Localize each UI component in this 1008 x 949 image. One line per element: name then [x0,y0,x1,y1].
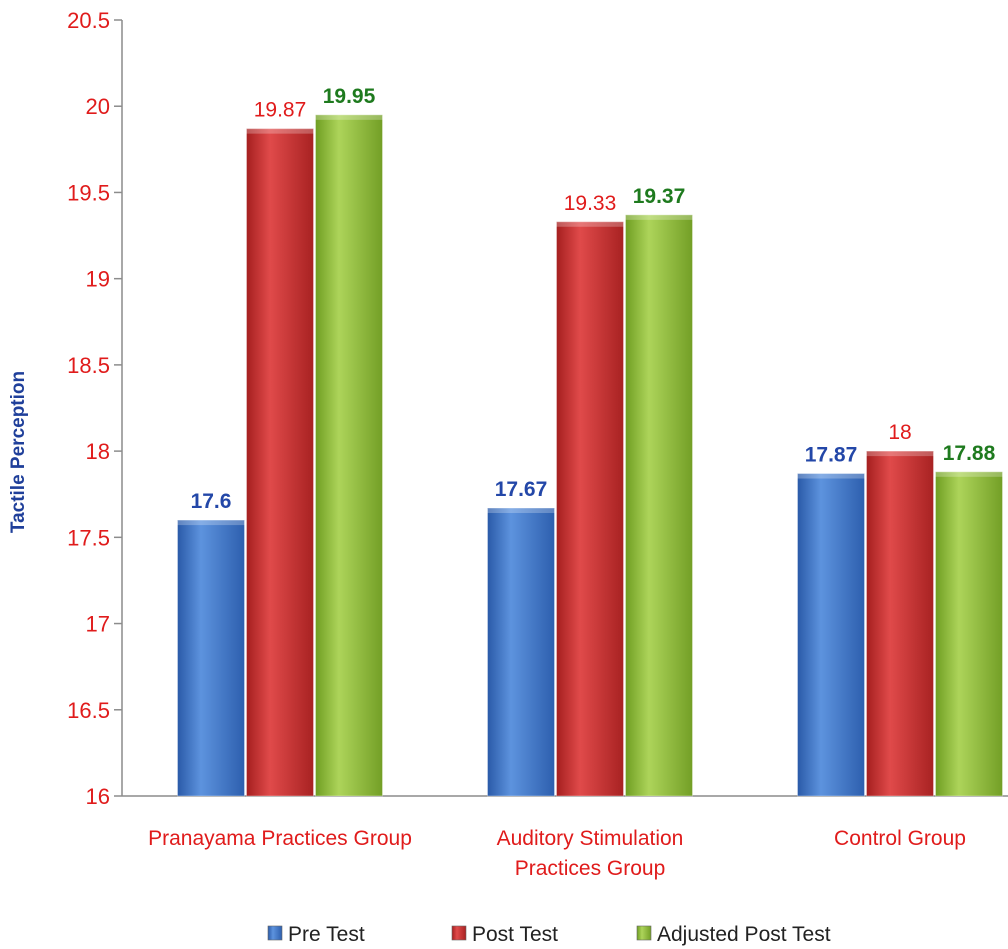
bar-post-test [556,221,624,797]
bar-top-highlight [797,473,865,479]
legend-swatch [451,925,467,941]
legend-label: Pre Test [288,923,365,946]
x-category-label: Practices Group [515,857,666,880]
x-category-label: Control Group [834,827,966,850]
data-label: 18 [888,421,911,444]
bars [177,114,1003,797]
x-category-label: Auditory Stimulation [497,827,684,850]
y-tick-label: 19.5 [67,180,110,205]
data-labels: 17.6 19.87 19.95 17.67 19.33 19.37 17.87 18 17.8… [191,85,996,513]
bar-pre-test [177,519,245,797]
y-tick-label: 20 [86,94,110,119]
y-tick-label: 18.5 [67,353,110,378]
data-label: 17.67 [495,478,548,501]
y-axis: 16 16.5 17 17.5 18 18.5 19 19.5 20 20.5 [67,8,1008,809]
y-tick-label: 20.5 [67,8,110,33]
bar-post-test [866,450,934,797]
bar-top-highlight [315,114,383,120]
y-axis-label: Tactile Perception [8,371,29,533]
x-axis-labels: Pranayama Practices Group Auditory Stimul… [148,827,966,880]
legend: Pre Test Post Test Adjusted Post Test [267,923,831,946]
legend-swatch [636,925,652,941]
y-tick-label: 19 [86,267,110,292]
bar-top-highlight [935,471,1003,477]
bar-adjusted-post-test [315,114,383,797]
y-tick-label: 16.5 [67,698,110,723]
data-label: 19.87 [254,99,307,122]
y-tick-label: 18 [86,439,110,464]
y-tick-label: 17 [86,612,110,637]
bar-top-highlight [556,221,624,227]
data-label: 17.88 [943,442,996,465]
bar-adjusted-post-test [625,214,693,797]
data-label: 19.33 [564,192,617,215]
bar-top-highlight [246,128,314,134]
bar-top-highlight [487,508,555,514]
data-label: 17.87 [805,444,858,467]
bar-top-highlight [177,520,245,526]
legend-label: Adjusted Post Test [657,923,831,946]
bar-pre-test [797,473,865,797]
bar-top-highlight [866,451,934,457]
bar-adjusted-post-test [935,471,1003,797]
data-label: 17.6 [191,490,232,513]
x-category-label: Pranayama Practices Group [148,827,412,850]
bar-post-test [246,128,314,797]
legend-label: Post Test [472,923,558,946]
y-tick-label: 16 [86,784,110,809]
bar-pre-test [487,507,555,797]
data-label: 19.95 [323,85,376,108]
legend-swatch [267,925,283,941]
y-tick-label: 17.5 [67,525,110,550]
bar-top-highlight [625,214,693,220]
data-label: 19.37 [633,185,686,208]
